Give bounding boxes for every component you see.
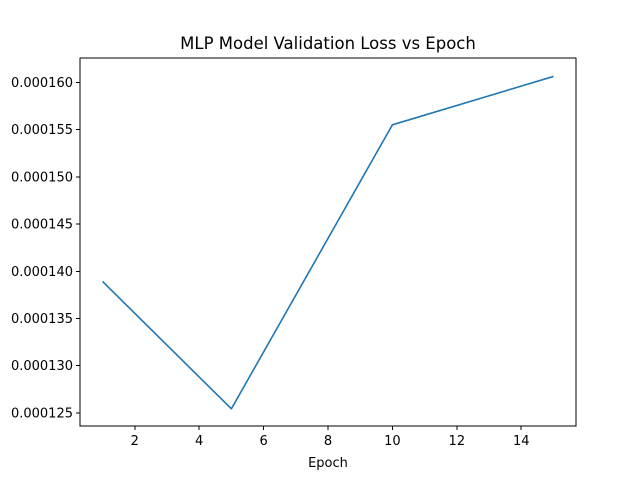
x-tick-label: 10 [384,434,401,449]
plot-area [79,57,577,427]
y-tick-label: 0.000135 [11,312,73,327]
plot-frame [79,57,577,427]
y-tick-label: 0.000140 [11,265,73,280]
series-line [101,75,554,410]
y-tick-label: 0.000145 [11,218,73,233]
y-tick-label: 0.000155 [11,123,73,138]
x-tick-label: 14 [513,434,530,449]
x-tick-label: 12 [449,434,466,449]
x-tick-label: 4 [195,434,203,449]
y-tick-label: 0.000160 [11,76,73,91]
x-tick-label: 8 [324,434,332,449]
y-axis-ticks: 0.000125 0.000130 0.000135 0.000140 0.000145… [11,76,80,421]
x-tick-label: 6 [259,434,267,449]
y-tick-label: 0.000125 [11,406,73,421]
x-tick-label: 2 [131,434,139,449]
series-layer [101,75,554,410]
x-axis-ticks: 2 4 6 8 10 12 14 [131,426,530,449]
y-tick-label: 0.000130 [11,359,73,374]
chart-title: MLP Model Validation Loss vs Epoch [180,34,476,53]
y-tick-label: 0.000150 [11,170,73,185]
x-axis-label: Epoch [308,456,348,471]
